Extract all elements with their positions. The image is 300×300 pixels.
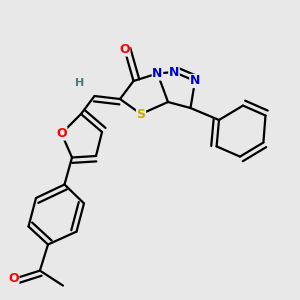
Text: H: H <box>75 77 84 88</box>
Text: N: N <box>190 74 200 88</box>
Text: N: N <box>152 67 163 80</box>
Text: O: O <box>119 43 130 56</box>
Text: O: O <box>56 127 67 140</box>
Text: O: O <box>8 272 19 286</box>
Text: S: S <box>136 107 146 121</box>
Text: N: N <box>169 65 179 79</box>
